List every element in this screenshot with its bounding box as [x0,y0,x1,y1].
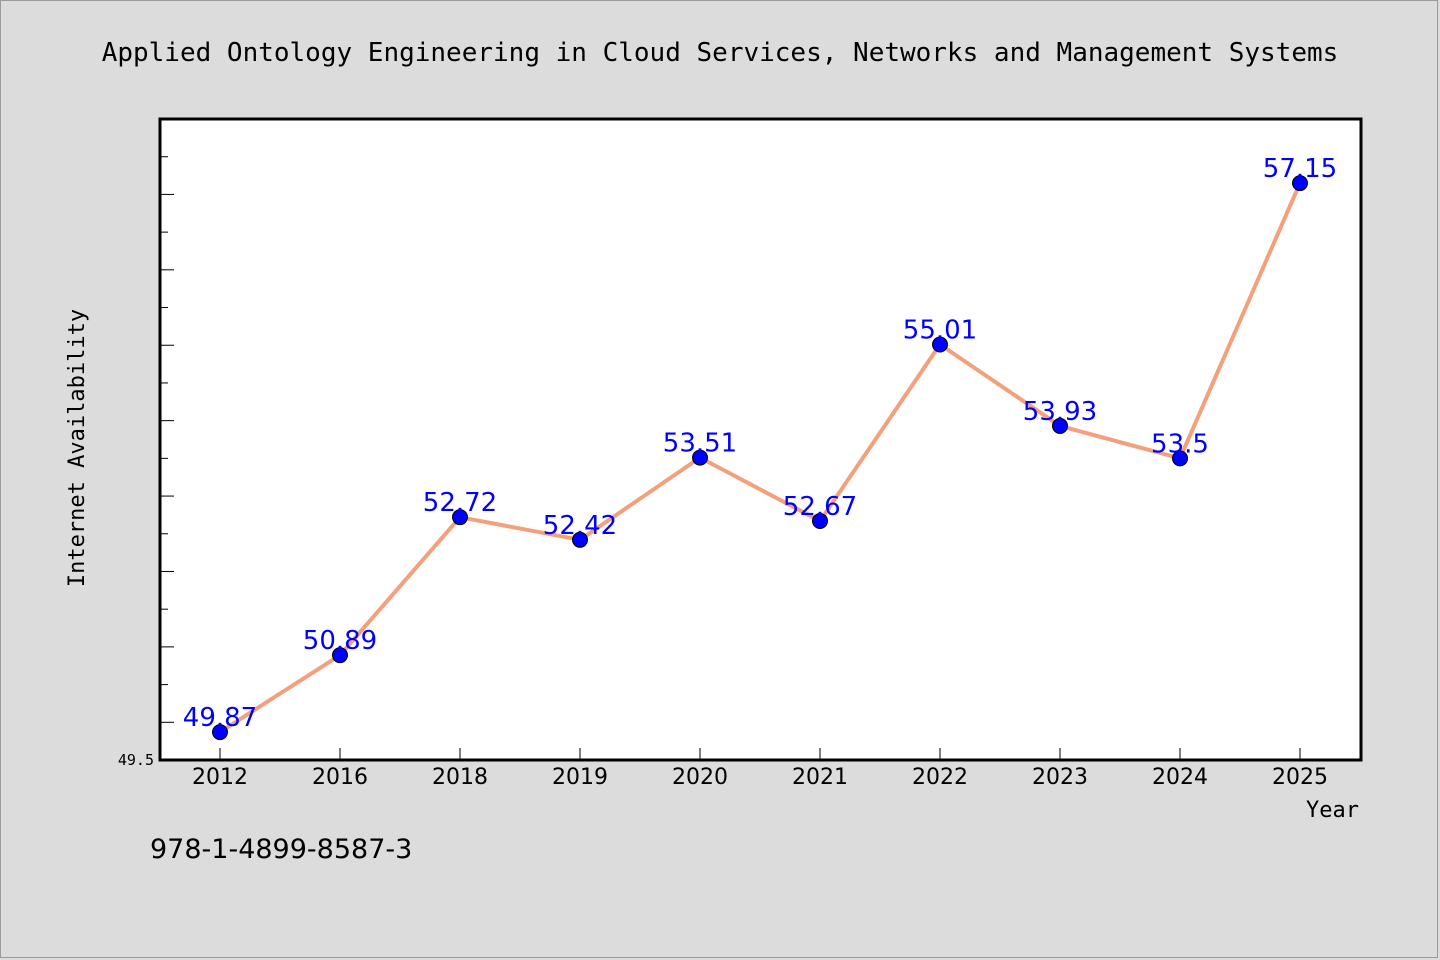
x-axis-title: Year [1306,798,1359,823]
x-tick-label: 2023 [1032,765,1088,790]
x-tick-label: 2018 [432,765,488,790]
x-tick-label: 2022 [912,765,968,790]
y-axis-ticks: 49.5 [118,118,174,769]
data-point [812,512,828,529]
y-tick-label: 49.5 [118,751,154,769]
data-point [692,449,708,466]
data-point [932,336,948,353]
data-label: 50.89 [303,626,377,656]
plot-area [158,117,1363,762]
x-tick-label: 2021 [792,765,848,790]
data-point [1172,450,1188,467]
data-label: 55.01 [903,315,977,345]
x-tick-label: 2012 [192,765,248,790]
data-label: 52.72 [423,488,497,518]
chart-title: Applied Ontology Engineering in Cloud Se… [102,38,1339,68]
data-label: 52.67 [783,492,857,522]
data-label: 49.87 [183,703,257,733]
data-label: 53.5 [1151,429,1209,459]
x-tick-label: 2019 [552,765,608,790]
data-label: 52.42 [543,511,617,541]
x-tick-label: 2025 [1272,765,1328,790]
x-tick-label: 2020 [672,765,728,790]
data-point [452,509,468,526]
data-point [212,724,228,741]
series-line [218,182,1302,734]
series-group: 49.87 50.89 52.72 52.42 53.51 52.67 55.01 53.93… [183,154,1337,741]
x-tick-label: 2024 [1152,765,1208,790]
data-label: 53.51 [663,429,737,459]
data-point [572,531,588,548]
isbn-footer: 978-1-4899-8587-3 [150,834,413,865]
data-point [1292,175,1308,192]
data-point [1052,417,1068,434]
data-label: 57.15 [1263,154,1337,184]
data-point [332,647,348,664]
y-axis-title: Internet Availability [65,309,90,587]
data-label: 53.93 [1023,397,1097,427]
x-tick-label: 2016 [312,765,368,790]
x-axis-ticks: 2012 2016 2018 2019 2020 2021 2022 2023 2024 2025 [192,748,1328,790]
